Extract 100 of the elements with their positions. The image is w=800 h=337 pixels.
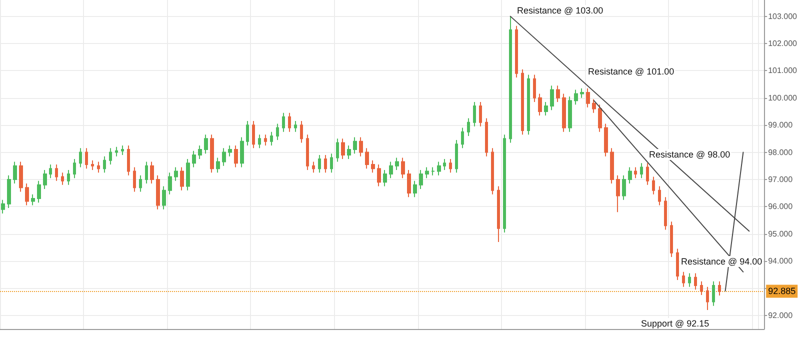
candlestick [676,248,679,281]
candlestick [413,180,417,198]
candlestick [324,154,327,174]
y-tick-label: 100.000 [768,93,798,102]
candlestick [186,158,190,191]
candlestick [204,134,208,154]
y-tick-label: 97.000 [768,174,794,184]
candlestick [210,134,214,174]
candlestick [61,172,64,186]
candlestick [300,120,303,144]
candlestick [592,98,596,114]
candlestick [455,140,458,174]
candlestick [174,166,178,182]
candlestick [121,144,124,156]
candlestick [521,68,524,136]
annotation: Support @ 92.15 [641,318,710,328]
candlestick [67,169,70,186]
y-tick-label: 101.000 [768,66,798,76]
candlestick [353,136,357,154]
candlestick [706,286,709,310]
candlestick [550,85,554,111]
candlestick [712,280,715,306]
y-tick-label: 103.000 [768,12,798,21]
candlestick [365,148,369,170]
candlestick [664,196,667,230]
candlestick [282,112,285,132]
candlestick [192,150,196,168]
candlestick [419,169,423,190]
candlestick [156,174,160,210]
candlestick [252,120,255,149]
candlestick [168,172,172,195]
annotation: Resistance @ 94.00 [681,256,762,266]
y-tick-label: 98.000 [768,148,794,157]
candlestick [49,164,52,179]
candlestick [97,161,100,174]
candlestick [139,174,142,192]
candlestick [485,118,488,157]
candlestick [133,166,136,192]
candlestick [461,127,464,149]
candlestick [383,169,387,187]
annotation: Resistance @ 101.00 [588,66,674,76]
candlestick [91,160,94,170]
candlestick [228,144,232,157]
candlestick [658,186,661,206]
candlestick [55,164,58,182]
candlestick [467,118,470,136]
candlestick [622,174,626,200]
candlestick [180,166,184,191]
candlestick [479,101,482,127]
candlestick [198,144,202,160]
candlestick [598,104,602,132]
candlestick [37,180,41,204]
candlestick [718,280,721,296]
candlestick [330,153,333,174]
candlestick [538,93,542,116]
candlestick [371,160,375,174]
candlestick [652,176,655,195]
candlestick [568,96,572,132]
candlestick [246,120,249,146]
candlestick [115,146,118,157]
candlestick [425,166,429,179]
candlestick [85,148,88,170]
candlestick [527,74,530,136]
candlestick [270,131,273,146]
candlestick [640,162,643,179]
candlestick [604,123,608,157]
candlestick [682,271,685,288]
candlestick [515,25,518,78]
candlestick [150,161,154,184]
candlestick [31,194,35,206]
candlestick [7,174,11,209]
candlestick [616,174,620,213]
candlestick [580,88,584,98]
candlestick [610,148,614,184]
candlestick [574,89,578,106]
candlestick [288,112,291,132]
y-tick-label: 95.000 [768,229,794,238]
candlestick [497,186,500,242]
candlestick [437,161,441,176]
candlestick [25,183,29,206]
y-tick-label: 96.000 [768,202,794,212]
candlestick [13,161,17,184]
candlestick [264,134,267,146]
candlestick [389,161,393,179]
candlestick [473,101,476,127]
candlestick [1,199,5,214]
candlestick [694,272,697,290]
y-tick-label: 92.000 [768,310,794,320]
candlestick [312,161,315,174]
candlestick [19,161,23,192]
candlestick [43,169,47,190]
candlestick [556,85,560,102]
candlestick [509,16,512,144]
candlestick [258,134,261,149]
candlestick [127,144,130,176]
candlestick [103,156,106,174]
candlestick [586,88,590,108]
y-tick-label: 102.000 [768,39,798,48]
candlestick [449,158,452,174]
candlestick [162,186,166,210]
